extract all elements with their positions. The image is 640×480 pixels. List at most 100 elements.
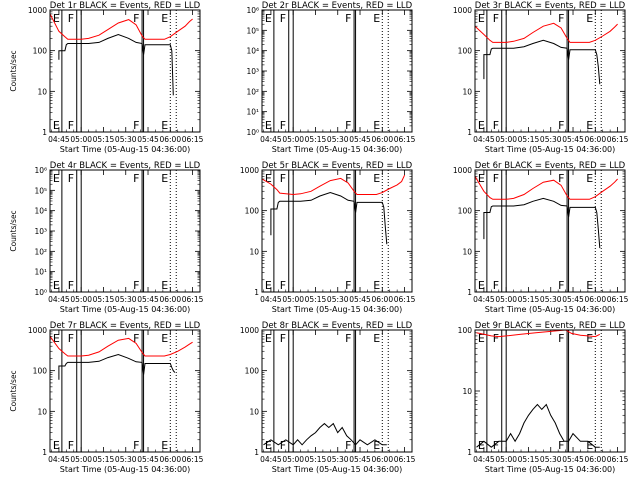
event-marker-label: E (586, 279, 593, 292)
event-marker-label: F (280, 172, 286, 185)
series-line-events (476, 403, 600, 448)
event-marker-label: E (586, 172, 593, 185)
event-marker-label: E (373, 172, 380, 185)
event-marker-label: F (558, 172, 564, 185)
y-tick-label: 1 (254, 448, 259, 457)
event-marker-label: E (373, 119, 380, 132)
x-tick-label: 06:15 (394, 135, 416, 144)
x-tick-label: 05:00 (70, 455, 92, 464)
x-tick-label: 06:15 (182, 295, 204, 304)
y-tick-label: 10 (37, 87, 47, 96)
event-marker-label: F (493, 279, 499, 292)
x-tick-label: 06:00 (371, 455, 393, 464)
y-tick-label: 10⁶ (246, 6, 259, 15)
series-line-lld (261, 174, 406, 196)
x-tick-label: 04:45 (48, 455, 70, 464)
chart-panel-7: Det 7r BLACK = Events, RED = LLD Counts/s… (9, 321, 204, 474)
y-tick-label: 100 (458, 207, 473, 216)
x-axis-label: Start Time (05-Aug-15 04:36:00) (272, 145, 403, 154)
x-axis-label: Start Time (05-Aug-15 04:36:00) (485, 145, 616, 154)
series-line-events (270, 191, 388, 245)
x-tick-label: 05:45 (349, 135, 371, 144)
chart-title: Det 3r BLACK = Events, RED = LLD (475, 1, 626, 11)
x-tick-label: 05:00 (495, 455, 517, 464)
x-tick-label: 05:30 (327, 135, 349, 144)
x-tick-label: 06:00 (159, 455, 181, 464)
chart-panel-9: Det 9r BLACK = Events, RED = LLD 1 10 100 04… (458, 321, 629, 474)
x-tick-label: 05:15 (305, 455, 327, 464)
plot-frame (261, 329, 413, 453)
x-tick-label: 06:15 (394, 295, 416, 304)
event-marker-label: E (161, 439, 168, 452)
y-tick-label: 10³ (34, 227, 47, 236)
event-marker-label: F (493, 172, 499, 185)
y-tick-label: 10⁶ (34, 166, 47, 175)
chart-panel-6: Det 6r BLACK = Events, RED = LLD 1 10 100 10… (453, 161, 629, 314)
chart-title: Det 4r BLACK = Events, RED = LLD (50, 161, 201, 171)
x-tick-label: 06:15 (607, 455, 629, 464)
event-marker-label: E (265, 332, 272, 345)
x-tick-label: 06:00 (371, 295, 393, 304)
event-marker-label: F (68, 439, 74, 452)
x-tick-label: 05:45 (137, 455, 159, 464)
event-marker-label: E (478, 332, 485, 345)
x-tick-label: 05:45 (562, 455, 584, 464)
x-tick-label: 05:45 (349, 295, 371, 304)
event-marker-label: F (280, 332, 286, 345)
x-tick-label: 04:45 (473, 455, 495, 464)
event-marker-label: F (558, 279, 564, 292)
event-marker-label: E (53, 279, 60, 292)
x-tick-label: 06:15 (607, 295, 629, 304)
event-marker-label: F (133, 279, 139, 292)
series-line-events (483, 197, 601, 249)
event-marker-label: F (68, 12, 74, 25)
x-tick-label: 05:45 (562, 135, 584, 144)
x-tick-label: 05:00 (282, 295, 304, 304)
event-marker-label: E (586, 119, 593, 132)
plot-frame (261, 9, 413, 133)
plot-frame (261, 169, 413, 293)
x-tick-label: 05:15 (305, 135, 327, 144)
y-tick-label: 10 (249, 247, 259, 256)
y-tick-label: 1 (254, 288, 259, 297)
chart-title: Det 1r BLACK = Events, RED = LLD (50, 1, 201, 11)
event-marker-label: F (280, 279, 286, 292)
y-tick-label: 10⁰ (246, 128, 259, 137)
y-tick-label: 10 (462, 87, 472, 96)
event-marker-label: E (265, 439, 272, 452)
x-tick-label: 06:00 (584, 135, 606, 144)
chart-panel-3: Det 3r BLACK = Events, RED = LLD 1 10 100 10… (453, 1, 629, 154)
y-tick-label: 10⁵ (246, 26, 259, 35)
x-tick-label: 05:15 (93, 455, 115, 464)
event-marker-label: F (345, 119, 351, 132)
y-tick-label: 1000 (28, 326, 47, 335)
event-marker-label: F (493, 439, 499, 452)
chart-panel-5: Det 5r BLACK = Events, RED = LLD 1 10 100 10… (240, 161, 416, 314)
y-tick-label: 10 (462, 247, 472, 256)
y-tick-label: 1000 (240, 166, 259, 175)
event-marker-label: E (53, 12, 60, 25)
x-tick-label: 06:00 (584, 295, 606, 304)
event-marker-label: F (133, 332, 139, 345)
x-tick-label: 05:30 (115, 295, 137, 304)
series-line-events (58, 353, 176, 380)
chart-title: Det 7r BLACK = Events, RED = LLD (50, 321, 201, 331)
event-marker-label: F (280, 439, 286, 452)
x-tick-label: 06:15 (182, 135, 204, 144)
x-axis-label: Start Time (05-Aug-15 04:36:00) (60, 465, 191, 474)
x-tick-label: 05:45 (137, 295, 159, 304)
y-tick-label: 1 (467, 128, 472, 137)
event-marker-label: F (68, 119, 74, 132)
chart-title: Det 6r BLACK = Events, RED = LLD (475, 161, 626, 171)
event-marker-label: F (345, 172, 351, 185)
y-tick-label: 10² (34, 247, 47, 256)
series-line-events (58, 33, 174, 96)
series-line-lld (474, 176, 618, 200)
event-marker-label: E (478, 279, 485, 292)
y-tick-label: 100 (245, 367, 260, 376)
event-marker-label: F (493, 12, 499, 25)
event-marker-label: F (493, 332, 499, 345)
x-tick-label: 05:15 (518, 295, 540, 304)
chart-title: Det 2r BLACK = Events, RED = LLD (262, 1, 413, 11)
chart-panel-4: Det 4r BLACK = Events, RED = LLD Counts/s… (9, 161, 204, 314)
